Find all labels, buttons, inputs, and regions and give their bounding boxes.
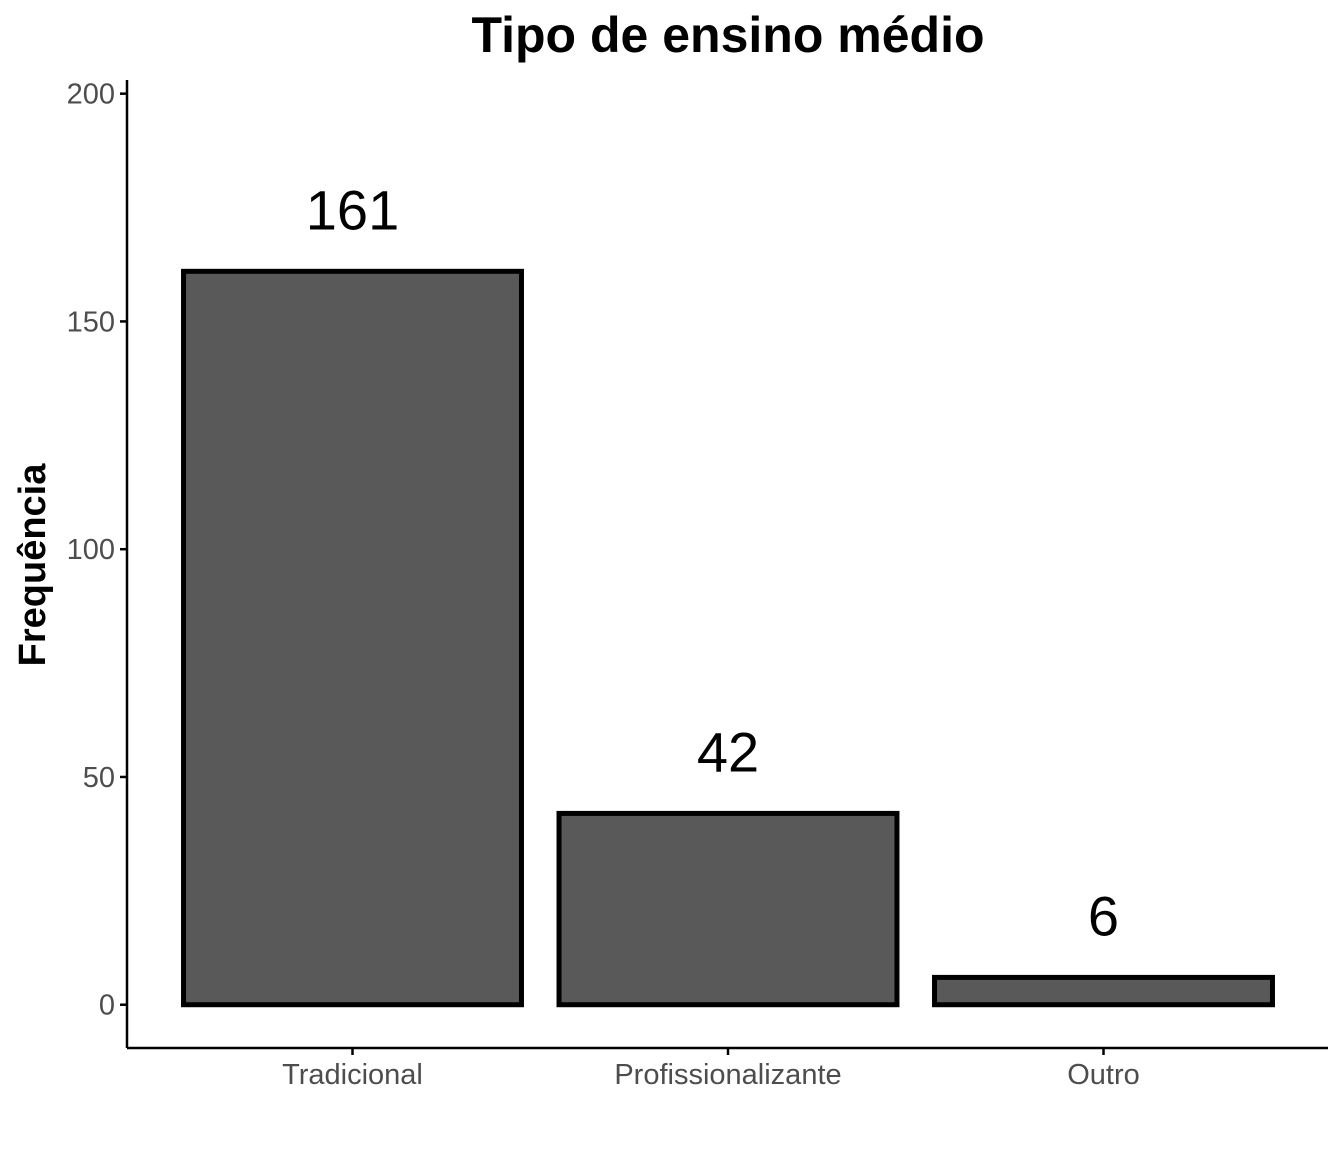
data-labels-group: 161 42 6 bbox=[306, 178, 1119, 947]
bar-tradicional bbox=[181, 268, 524, 1008]
bars-group bbox=[181, 268, 1275, 1008]
y-tick-label-200: 200 bbox=[67, 79, 115, 111]
y-tick-label-150: 150 bbox=[67, 306, 115, 338]
x-axis: Tradicional Profissionalizante Outro bbox=[127, 1046, 1328, 1091]
data-label-profissionalizante: 42 bbox=[697, 720, 759, 783]
bar-profissionalizante bbox=[556, 810, 900, 1008]
x-tick-label-outro: Outro bbox=[1067, 1059, 1140, 1091]
y-axis: 0 50 100 150 200 bbox=[67, 79, 129, 1048]
y-tick-label-0: 0 bbox=[99, 990, 115, 1022]
x-tick-label-profissionalizante: Profissionalizante bbox=[614, 1059, 841, 1091]
y-tick-label-50: 50 bbox=[83, 762, 115, 794]
data-label-tradicional: 161 bbox=[306, 178, 399, 241]
bar-outro bbox=[932, 974, 1275, 1008]
data-label-outro: 6 bbox=[1088, 884, 1119, 947]
x-tick-label-tradicional: Tradicional bbox=[282, 1059, 423, 1091]
chart-title: Tipo de ensino médio bbox=[471, 7, 984, 63]
y-axis-label: Frequência bbox=[12, 463, 54, 667]
y-tick-label-100: 100 bbox=[67, 534, 115, 566]
